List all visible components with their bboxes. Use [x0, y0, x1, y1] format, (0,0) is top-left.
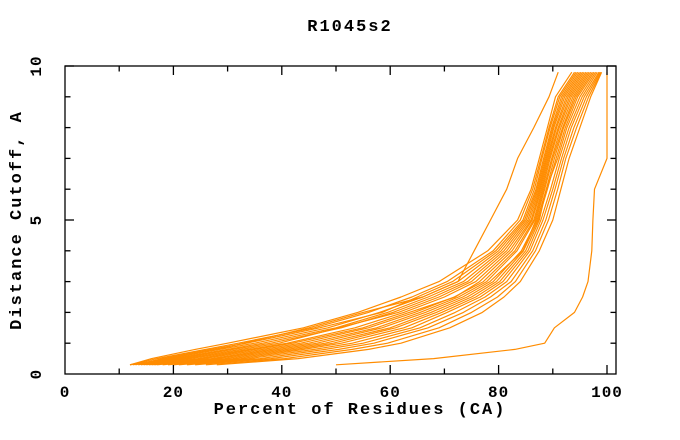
- y-tick-label: 0: [28, 369, 46, 380]
- model-curve: [151, 71, 589, 366]
- chart-title: R1045s2: [307, 18, 392, 37]
- model-curve: [173, 71, 597, 366]
- x-tick-label: 80: [488, 384, 509, 402]
- model-curve: [335, 72, 608, 366]
- model-curve: [186, 71, 600, 366]
- model-curve: [146, 71, 585, 366]
- x-tick-label: 100: [591, 384, 623, 402]
- model-curve: [132, 71, 579, 366]
- x-axis-label: Percent of Residues (CA): [214, 401, 507, 420]
- model-curves: [129, 71, 608, 366]
- x-tick-label: 0: [60, 384, 71, 402]
- y-tick-label: 10: [28, 55, 46, 76]
- axes-frame-and-ticks: [64, 65, 617, 375]
- y-axis-label: Distance Cutoff, A: [8, 110, 27, 330]
- model-curve: [129, 71, 559, 366]
- x-tick-label: 40: [271, 384, 292, 402]
- model-curve: [167, 71, 595, 366]
- model-curve: [129, 71, 573, 366]
- x-tick-label: 60: [380, 384, 401, 402]
- model-curve: [143, 71, 584, 366]
- model-curve: [154, 71, 590, 366]
- model-curve: [148, 71, 587, 366]
- model-curve: [205, 71, 602, 366]
- model-curve: [129, 71, 576, 366]
- x-tick-label: 20: [163, 384, 184, 402]
- model-curve: [157, 71, 592, 366]
- model-curve: [140, 71, 582, 366]
- y-tick-label: 5: [28, 215, 46, 226]
- model-curve: [138, 71, 580, 366]
- model-curve: [195, 71, 601, 366]
- model-curve: [178, 71, 598, 366]
- tick-labels: 0 20 40 60 80 100 0 5 10: [28, 55, 623, 402]
- model-curve: [162, 71, 593, 366]
- model-curve: [135, 71, 577, 366]
- model-curve: [216, 71, 603, 366]
